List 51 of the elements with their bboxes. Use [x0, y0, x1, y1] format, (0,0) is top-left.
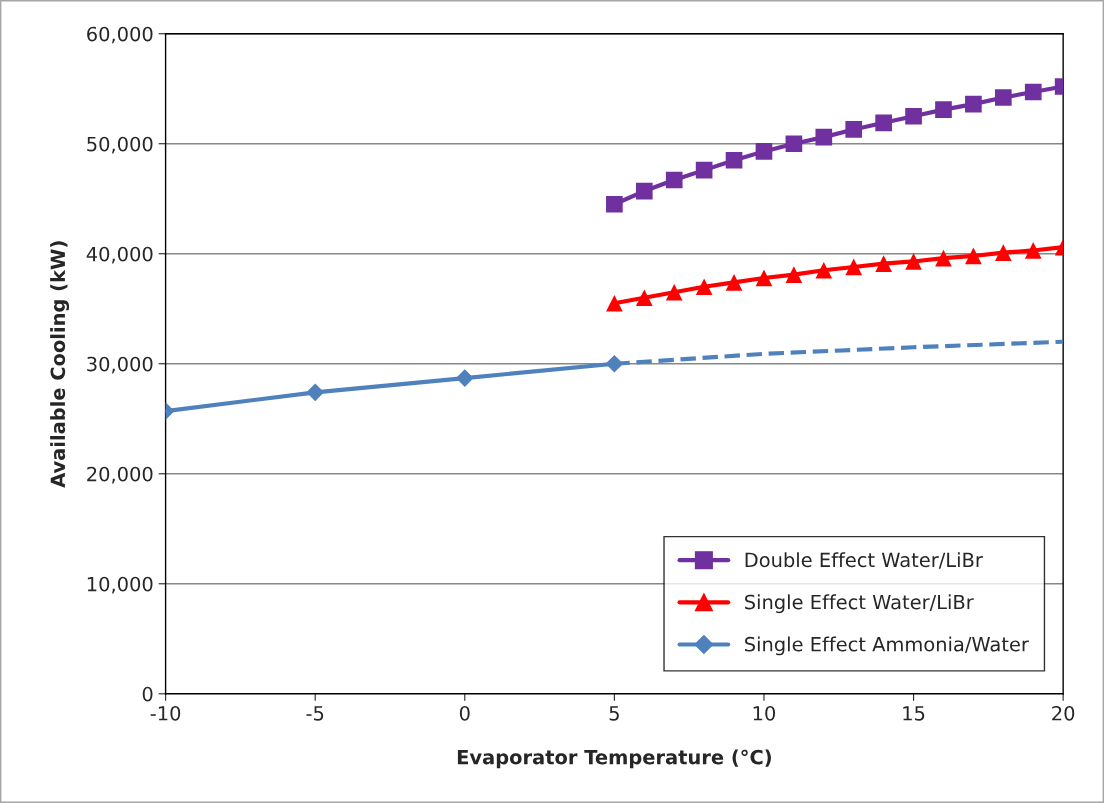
point [815, 261, 833, 279]
x-tick-label: 0 [459, 705, 470, 721]
x-tick-label: -10 [150, 705, 181, 721]
y-tick-label: 30,000 [87, 356, 153, 374]
point [965, 247, 982, 265]
point [755, 269, 773, 287]
x-tick-label: 10 [753, 705, 776, 721]
legend-label: Double Effect Water/LiBr [745, 552, 983, 569]
point [785, 135, 803, 153]
point [1024, 242, 1042, 259]
point [606, 294, 623, 312]
x-tick-label: 15 [903, 706, 925, 721]
point [306, 383, 325, 402]
x-tick-label: -5 [306, 706, 324, 721]
y-tick-label: 0 [142, 686, 153, 702]
y-axis-title: Available Cooling (kW) [50, 241, 70, 488]
point [606, 195, 623, 213]
x-tick-label: 20 [1052, 705, 1075, 721]
point [905, 107, 922, 125]
y-tick-label: 60,000 [87, 26, 153, 44]
point [665, 283, 683, 301]
point [905, 253, 922, 270]
point [845, 258, 863, 276]
point [965, 95, 982, 113]
point [695, 161, 713, 179]
point [635, 182, 653, 200]
y-tick-label: 40,000 [86, 246, 153, 264]
point [994, 244, 1012, 261]
point [935, 249, 952, 267]
x-tick-label: 5 [609, 706, 619, 721]
y-tick-label: 50,000 [87, 136, 153, 154]
point [845, 121, 863, 138]
point [785, 266, 803, 283]
legend-label: Single Effect Ammonia/Water [745, 636, 1029, 656]
y-tick-label: 10,000 [87, 576, 153, 594]
point [635, 289, 653, 307]
point [1024, 83, 1042, 101]
point [665, 171, 683, 189]
point [725, 151, 743, 169]
point [815, 128, 833, 146]
legend-label: Single Effect Water/LiBr [745, 594, 974, 614]
point [755, 143, 773, 160]
point [875, 114, 892, 132]
point [455, 369, 474, 387]
x-axis-title: Evaporator Temperature (°C) [457, 749, 771, 769]
point [994, 89, 1012, 106]
point [935, 101, 952, 118]
point [725, 274, 743, 291]
point [875, 255, 892, 272]
y-tick-label: 20,000 [87, 466, 153, 484]
point [695, 278, 713, 296]
